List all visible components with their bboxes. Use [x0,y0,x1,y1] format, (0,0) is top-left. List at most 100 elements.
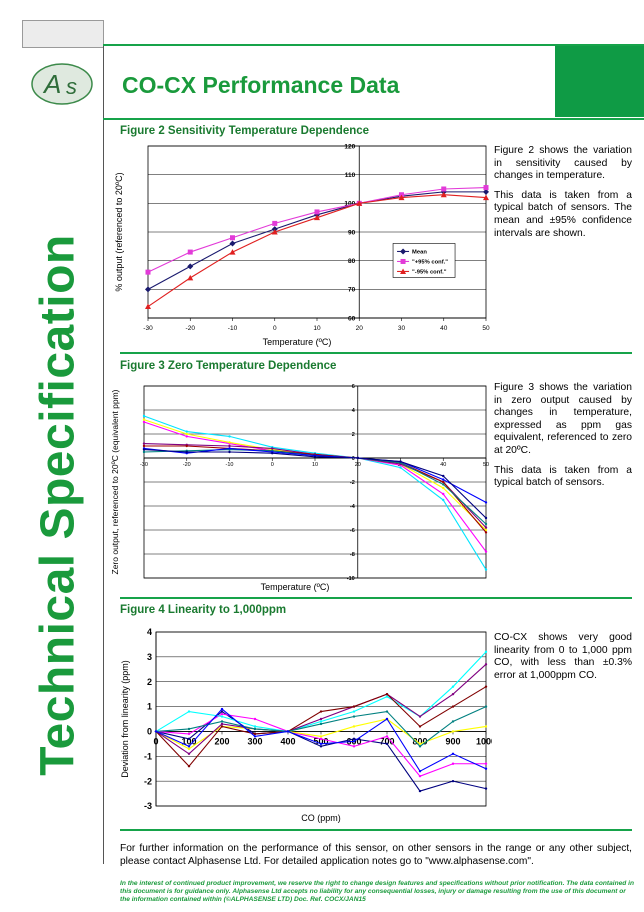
x-tick-label: 0 [273,325,277,332]
data-point [352,745,356,748]
y-tick-label: -3 [144,801,152,811]
y-axis-label: % output (referenced to 20ºC) [114,172,124,291]
data-point [185,450,188,454]
data-point [385,695,389,698]
x-tick-label: 30 [398,325,406,332]
data-point [484,522,488,526]
x-axis-label: Temperature (ºC) [263,337,332,347]
y-tick-label: 120 [344,143,355,150]
data-point [484,725,488,728]
y-tick-label: 60 [348,315,356,322]
data-point [352,715,356,718]
data-point [187,747,191,751]
y-tick-label: 4 [147,627,152,637]
data-point [385,710,389,713]
data-point [442,480,445,484]
data-point [385,735,389,738]
y-tick-label: -6 [350,528,355,534]
y-tick-label: 2 [147,677,152,687]
fig3-chart: -10-8-6-4-20246-30-20-1001020304050Tempe… [110,384,489,592]
data-point [484,501,488,504]
fig4-description: CO-CX shows very good linearity from 0 t… [494,632,632,689]
data-point [484,762,488,765]
svg-text:A: A [42,69,61,99]
data-point [229,240,236,247]
x-tick-label: -30 [143,325,153,332]
data-point [451,779,455,783]
data-point [319,737,323,741]
x-tick-label: 700 [379,736,394,746]
legend-marker [400,268,407,274]
footer-disclaimer: In the interest of continued product imp… [120,880,635,904]
legend-label: "-95% conf." [412,270,447,276]
page-left-rule [103,44,104,864]
data-point [451,762,455,765]
data-point [319,720,323,723]
data-point [484,705,488,708]
fig2-bottom-rule [120,352,632,354]
data-point [418,725,422,728]
x-tick-label: 400 [280,736,295,746]
x-tick-label: 500 [313,736,328,746]
data-point [220,715,224,718]
data-point [187,752,191,755]
x-tick-label: 40 [440,462,446,468]
fig4-chart: -3-2-10123401002003004005006007008009001… [120,627,492,823]
data-point [220,720,224,723]
data-point [253,727,257,731]
data-point [442,498,445,502]
data-point [271,229,278,235]
x-tick-label: -10 [226,462,234,468]
data-point [356,200,363,206]
data-point [187,732,191,736]
data-point [483,188,489,195]
y-tick-label: 70 [348,287,356,294]
data-point [451,752,455,755]
data-point [484,568,488,571]
y-tick-label: -10 [347,576,355,582]
y-tick-label: -2 [350,480,355,486]
data-point [187,710,191,713]
data-point [352,740,356,743]
data-point [154,730,158,733]
data-point [228,444,231,448]
side-title: Technical Specification [31,234,85,776]
data-point [385,717,389,721]
data-point [286,730,290,733]
data-point [187,249,193,255]
x-tick-label: 0 [271,462,274,468]
fig2-text-2: This data is taken from a typical batch … [494,189,632,239]
data-point [484,526,488,529]
x-tick-label: 0 [153,736,158,746]
data-point [187,727,191,731]
data-point [418,770,422,773]
data-point [272,220,278,226]
data-point [185,430,188,433]
fig4-title: Figure 4 Linearity to 1,000ppm [120,604,287,616]
x-axis-label: Temperature (ºC) [261,582,330,592]
data-point [442,474,445,478]
x-tick-label: 200 [214,736,229,746]
data-point [385,742,389,746]
data-point [319,735,323,738]
header-tab-box [22,20,104,48]
data-point [142,450,146,454]
data-point [319,722,323,726]
data-point [319,717,323,721]
legend-marker [400,248,407,255]
fig4-text-1: CO-CX shows very good linearity from 0 t… [494,632,632,681]
y-tick-label: 110 [345,172,356,179]
data-point [185,432,188,436]
data-point [418,715,422,718]
page-title: CO-CX Performance Data [122,72,400,98]
data-point [399,466,402,469]
fig3-title: Figure 3 Zero Temperature Dependence [120,360,337,372]
data-point [484,528,488,532]
data-point [220,710,224,713]
y-tick-label: 0 [352,456,355,462]
fig3-text-1: Figure 3 shows the variation in zero out… [494,382,632,456]
data-point [220,707,224,711]
data-point [484,531,488,534]
y-tick-label: -8 [350,552,355,558]
data-point [185,435,188,438]
